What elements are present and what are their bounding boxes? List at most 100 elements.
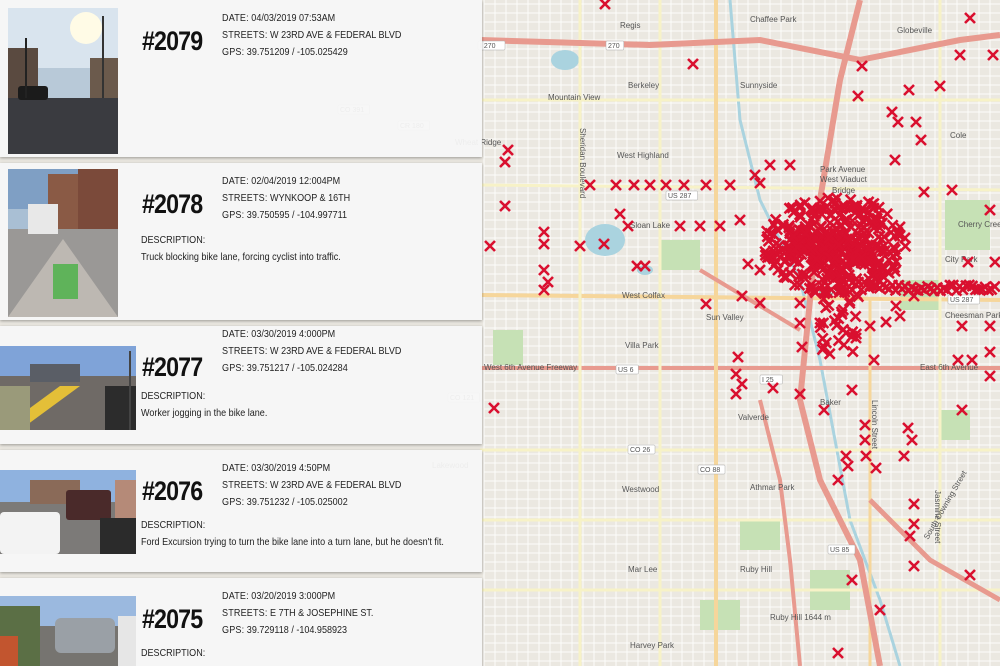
x-mark-icon[interactable]	[788, 255, 801, 267]
x-mark-icon[interactable]	[825, 283, 838, 296]
x-mark-icon[interactable]	[816, 343, 829, 356]
x-mark-icon[interactable]	[822, 232, 835, 245]
x-mark-icon[interactable]	[956, 404, 968, 416]
x-mark-icon[interactable]	[964, 569, 976, 581]
x-mark-icon[interactable]	[846, 384, 858, 396]
incident-photo[interactable]	[8, 169, 118, 317]
incident-markers[interactable]	[484, 0, 1000, 659]
x-mark-icon[interactable]	[898, 450, 910, 462]
x-mark-icon[interactable]	[749, 169, 761, 181]
x-mark-icon[interactable]	[687, 58, 699, 70]
x-mark-icon[interactable]	[783, 202, 796, 215]
incident-card[interactable]: #2079 DATE: 04/03/2019 07:53AM STREETS: …	[0, 0, 482, 157]
x-mark-icon[interactable]	[902, 422, 914, 434]
x-mark-icon[interactable]	[956, 320, 968, 332]
x-mark-icon[interactable]	[644, 179, 656, 191]
x-mark-icon[interactable]	[842, 460, 854, 472]
x-mark-icon[interactable]	[805, 259, 818, 272]
x-mark-icon[interactable]	[910, 116, 922, 128]
x-mark-icon[interactable]	[954, 49, 966, 61]
x-mark-icon[interactable]	[838, 339, 850, 351]
x-mark-icon[interactable]	[822, 192, 834, 205]
x-mark-icon[interactable]	[794, 297, 806, 309]
x-mark-icon[interactable]	[894, 310, 906, 322]
x-mark-icon[interactable]	[908, 560, 920, 572]
x-mark-icon[interactable]	[858, 227, 871, 239]
incident-card[interactable]: #2075 DATE: 03/20/2019 3:000PM STREETS: …	[0, 578, 482, 666]
x-mark-icon[interactable]	[818, 404, 830, 416]
x-mark-icon[interactable]	[889, 154, 901, 166]
x-mark-icon[interactable]	[700, 179, 712, 191]
x-mark-icon[interactable]	[946, 184, 958, 196]
incident-photo[interactable]	[0, 346, 136, 430]
x-mark-icon[interactable]	[574, 240, 586, 252]
x-mark-icon[interactable]	[736, 378, 748, 390]
x-mark-icon[interactable]	[538, 264, 550, 276]
x-mark-icon[interactable]	[984, 204, 996, 216]
x-mark-icon[interactable]	[819, 301, 832, 314]
x-mark-icon[interactable]	[754, 264, 766, 276]
x-mark-icon[interactable]	[788, 279, 801, 291]
x-mark-icon[interactable]	[880, 316, 892, 328]
x-mark-icon[interactable]	[852, 241, 865, 254]
x-mark-icon[interactable]	[829, 252, 841, 264]
x-mark-icon[interactable]	[866, 215, 878, 228]
x-mark-icon[interactable]	[834, 269, 847, 282]
x-mark-icon[interactable]	[852, 90, 864, 102]
incident-card[interactable]: #2078 DATE: 02/04/2019 12:004PM STREETS:…	[0, 163, 482, 320]
x-mark-icon[interactable]	[834, 265, 847, 278]
x-mark-icon[interactable]	[934, 80, 946, 92]
x-mark-icon[interactable]	[790, 240, 803, 253]
x-mark-icon[interactable]	[700, 298, 712, 310]
x-mark-icon[interactable]	[804, 203, 817, 216]
x-mark-icon[interactable]	[734, 214, 746, 226]
x-mark-icon[interactable]	[816, 273, 829, 286]
x-mark-icon[interactable]	[886, 106, 898, 118]
x-mark-icon[interactable]	[599, 0, 611, 10]
x-mark-icon[interactable]	[890, 255, 902, 268]
x-mark-icon[interactable]	[881, 207, 894, 220]
x-mark-icon[interactable]	[984, 320, 996, 332]
x-mark-icon[interactable]	[864, 320, 876, 332]
x-mark-icon[interactable]	[904, 530, 916, 542]
x-mark-icon[interactable]	[856, 60, 868, 72]
x-mark-icon[interactable]	[499, 156, 511, 168]
x-mark-icon[interactable]	[732, 351, 744, 363]
x-mark-icon[interactable]	[859, 434, 871, 446]
x-mark-icon[interactable]	[892, 116, 904, 128]
x-mark-icon[interactable]	[736, 290, 748, 302]
x-mark-icon[interactable]	[754, 177, 766, 189]
x-mark-icon[interactable]	[835, 203, 848, 216]
x-mark-icon[interactable]	[837, 323, 850, 336]
x-mark-icon[interactable]	[794, 388, 806, 400]
x-mark-icon[interactable]	[859, 419, 871, 431]
x-mark-icon[interactable]	[814, 321, 827, 334]
x-mark-icon[interactable]	[767, 218, 780, 231]
incident-photo[interactable]	[0, 596, 136, 666]
x-mark-icon[interactable]	[538, 238, 550, 250]
x-mark-icon[interactable]	[860, 450, 872, 462]
x-mark-icon[interactable]	[796, 268, 809, 281]
x-mark-icon[interactable]	[823, 228, 836, 241]
incident-photo[interactable]	[0, 470, 136, 554]
incident-card[interactable]: #2077 DATE: 03/30/2019 4:000PM STREETS: …	[0, 326, 482, 444]
x-mark-icon[interactable]	[724, 179, 736, 191]
x-mark-icon[interactable]	[796, 341, 808, 353]
x-mark-icon[interactable]	[963, 279, 976, 292]
x-mark-icon[interactable]	[832, 647, 844, 659]
x-mark-icon[interactable]	[584, 179, 596, 191]
x-mark-icon[interactable]	[832, 238, 845, 251]
x-mark-icon[interactable]	[891, 226, 904, 239]
x-mark-icon[interactable]	[908, 518, 920, 530]
x-mark-icon[interactable]	[870, 462, 882, 474]
x-mark-icon[interactable]	[868, 354, 880, 366]
x-mark-icon[interactable]	[767, 382, 779, 394]
x-mark-icon[interactable]	[786, 201, 799, 214]
x-mark-icon[interactable]	[730, 368, 742, 380]
x-mark-icon[interactable]	[966, 354, 978, 366]
x-mark-icon[interactable]	[538, 226, 550, 238]
x-mark-icon[interactable]	[862, 227, 875, 239]
x-mark-icon[interactable]	[830, 319, 843, 332]
x-mark-icon[interactable]	[768, 259, 780, 271]
x-mark-icon[interactable]	[982, 284, 995, 297]
